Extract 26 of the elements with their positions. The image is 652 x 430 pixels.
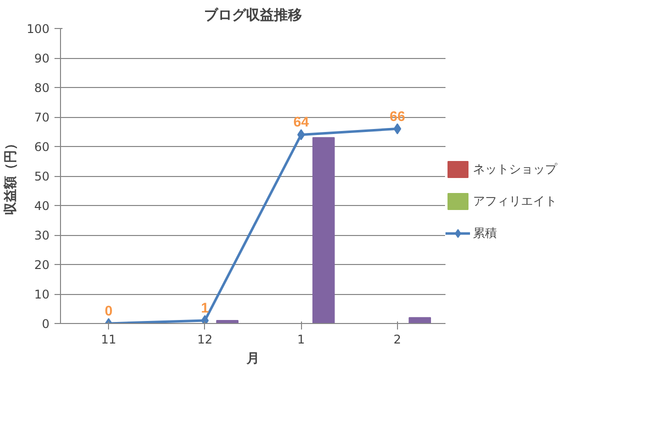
y-tick-label: 20 [34,258,50,272]
y-tick-label: 30 [34,228,50,242]
x-tick-label: 2 [394,332,402,346]
bar [312,137,335,324]
x-tick-label: 12 [197,332,213,346]
legend-label: アフィリエイト [473,192,557,210]
y-tick-label: 50 [34,170,50,184]
data-label: 0 [104,302,113,318]
chart-title: ブログ収益推移 [204,6,302,24]
y-tick-label: 40 [34,199,50,213]
y-tick-label: 80 [34,81,50,95]
legend-label: 累積 [473,224,497,242]
legend-label: ネットショップ [473,160,557,178]
y-tick-label: 90 [34,52,50,66]
x-tick-label: 11 [100,332,116,346]
data-label: 1 [200,300,209,316]
y-tick-label: 60 [34,140,50,154]
y-axis-title: 収益額（円） [2,137,19,215]
y-tick-label: 10 [34,288,50,302]
x-axis-title: 月 [246,352,260,366]
bar [408,317,431,324]
x-tick-label: 1 [297,332,305,346]
y-tick-label: 70 [34,110,50,124]
data-label: 64 [293,114,310,130]
y-tick-label: 0 [42,317,50,331]
y-tick-label: 100 [26,22,50,36]
